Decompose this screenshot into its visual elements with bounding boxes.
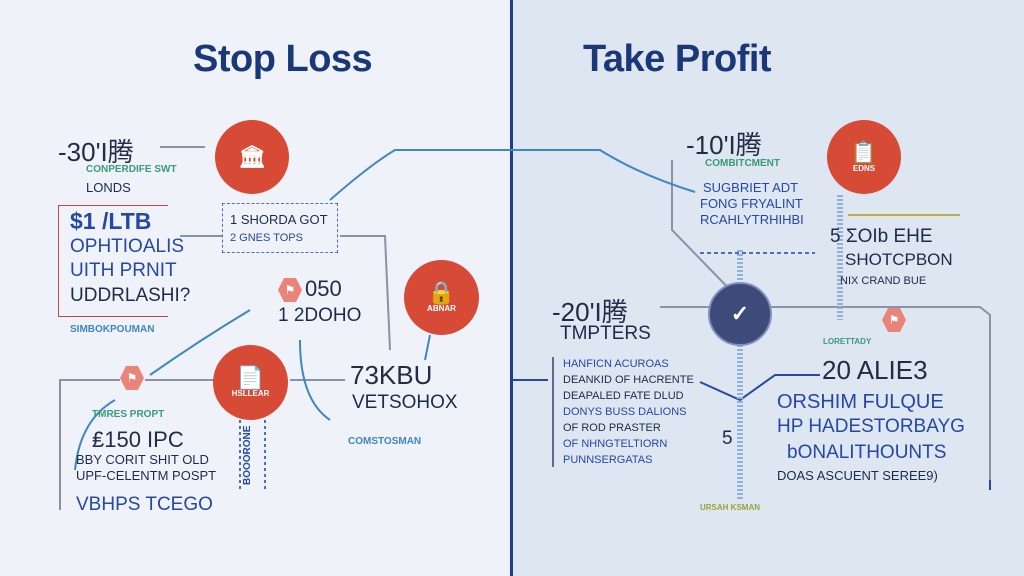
footer-line: DOAS ASCUENT SEREE9) bbox=[777, 468, 938, 483]
dashed-box bbox=[222, 203, 338, 253]
flow-arrow bbox=[299, 339, 331, 421]
line: PUNNSERGATAS bbox=[563, 454, 653, 466]
flow-arrow bbox=[74, 309, 251, 471]
caption: LORETTADY bbox=[823, 337, 872, 346]
line: OF NHNGTELTIORN bbox=[563, 438, 668, 450]
red-bracket bbox=[58, 205, 168, 317]
line: ORSHIM FULQUE bbox=[777, 391, 944, 413]
stop-line: UDDRLASHI? bbox=[70, 285, 191, 306]
connector bbox=[765, 306, 991, 490]
line: UPF-CELENTM POSPT bbox=[76, 468, 217, 483]
take-profit-panel bbox=[512, 0, 1024, 576]
value: 1 2DOHO bbox=[278, 305, 362, 326]
caption: URSAH KSMAN bbox=[700, 503, 760, 512]
line: bONALITHOUNTS bbox=[787, 442, 947, 463]
left-rule bbox=[552, 357, 554, 467]
line: SUGBRIET ADT bbox=[703, 180, 799, 195]
line: HP HADESTORBAYG bbox=[777, 416, 965, 437]
caption: TMRES PROPT bbox=[92, 409, 165, 420]
panel-divider bbox=[510, 0, 513, 576]
building-icon-circle: 🏛 bbox=[215, 120, 289, 194]
value: ₤150 IPC bbox=[92, 427, 184, 452]
value: -20'I腾 bbox=[552, 297, 628, 327]
line: DEANKID OF HACRENTE bbox=[563, 374, 694, 386]
flow-arrow bbox=[699, 374, 820, 402]
stop-loss-title: Stop Loss bbox=[193, 38, 373, 80]
value: 20 ALIE3 bbox=[822, 355, 928, 385]
connector bbox=[59, 379, 120, 510]
lock-icon-circle: 🔒 ABNAR bbox=[404, 260, 479, 335]
line: OF ROD PRASTER bbox=[563, 422, 661, 434]
value: 73KBU bbox=[350, 360, 433, 390]
check-icon-circle: ✓ bbox=[708, 282, 772, 346]
line: BBY CORIT SHIT OLD bbox=[76, 452, 209, 467]
box-line: 5 ΣOIb EHE bbox=[830, 226, 933, 247]
line: FONG FRYALINT bbox=[700, 196, 803, 211]
flow-arrow bbox=[329, 149, 696, 201]
stop-line: $1 /LTB bbox=[70, 208, 152, 234]
stop-line: UITH PRNIT bbox=[70, 260, 177, 281]
take-profit-value: -10'I腾 bbox=[686, 130, 762, 160]
document-icon-circle: 📄 HSLLEAR bbox=[213, 345, 288, 420]
line: DEAPALED FATE DLUD bbox=[563, 390, 684, 402]
vertical-label: BOOORONE bbox=[242, 425, 253, 485]
value: 050 bbox=[305, 276, 342, 301]
line: RCAHLYTRHIHBI bbox=[700, 212, 804, 227]
circle-label: ABNAR bbox=[427, 304, 456, 313]
line: HANFICN ACUROAS bbox=[563, 358, 669, 370]
caption: COMBITCMENT bbox=[705, 158, 780, 169]
box-line: 1 SHORDA GOT bbox=[230, 212, 328, 227]
stop-loss-value: -30'I腾 bbox=[58, 137, 134, 167]
badge-icon: ⚑ bbox=[278, 278, 302, 302]
number: 5 bbox=[722, 428, 733, 449]
circle-label: EDNS bbox=[852, 163, 876, 173]
document-icon-circle: 📋 EDNS bbox=[827, 120, 901, 194]
box-line: NIX CRAND BUE bbox=[840, 275, 927, 287]
circle-label: HSLLEAR bbox=[231, 389, 270, 398]
line: DONYS BUSS DALIONS bbox=[563, 406, 687, 418]
stop-line: OPHTIOALIS bbox=[70, 236, 185, 257]
caption: CONPERDIFE SWT bbox=[86, 164, 177, 175]
label: TMPTERS bbox=[560, 323, 651, 344]
caption: COMSTOSMAN bbox=[348, 436, 422, 447]
caption: SIMBOKPOUMAN bbox=[70, 324, 155, 335]
box-line: SHOTCPBON bbox=[845, 250, 953, 269]
badge-icon: ⚑ bbox=[882, 308, 906, 332]
flow-arrow bbox=[424, 334, 431, 361]
line: VBHPS TCEGO bbox=[76, 494, 213, 515]
badge-icon: ⚑ bbox=[120, 366, 144, 390]
box-line: 2 GNES TOPS bbox=[230, 232, 303, 244]
label: LONDS bbox=[86, 180, 131, 195]
value: VETSOHOX bbox=[352, 392, 458, 413]
take-profit-title: Take Profit bbox=[583, 38, 772, 80]
connector bbox=[340, 235, 391, 351]
